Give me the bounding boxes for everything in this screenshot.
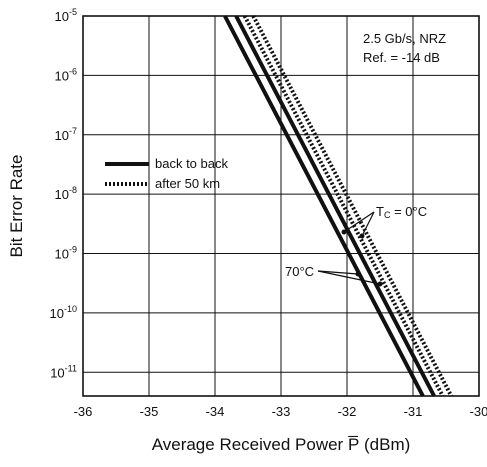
info-line-ref: Ref. = -14 dB: [363, 50, 440, 65]
legend: back to back after 50 km: [105, 156, 228, 191]
y-tick-label: 10-6: [55, 66, 77, 83]
series-line-solid: [223, 15, 425, 397]
info-line-rate: 2.5 Gb/s, NRZ: [363, 31, 446, 46]
grid-layer: [83, 16, 479, 396]
series-layer: [223, 15, 454, 397]
annotation-tc-0c: TC = 0°C: [341, 204, 427, 239]
plot-frame: [82, 15, 480, 397]
x-tick-label: -33: [272, 404, 291, 419]
legend-label-after-50km: after 50 km: [155, 176, 220, 191]
series-line-solid: [234, 15, 436, 397]
annotation-tc-point-1: [341, 229, 347, 235]
annotation-70c-text: 70°C: [285, 264, 314, 279]
x-tick-label: -32: [338, 404, 357, 419]
legend-label-back-to-back: back to back: [155, 156, 228, 171]
annotation-70c-leader-1: [317, 270, 359, 275]
x-tick-label: -35: [140, 404, 159, 419]
annotation-tc-leader-1: [343, 211, 375, 233]
annotation-70c-point-1: [355, 271, 361, 277]
annotation-70c: 70°C: [285, 264, 383, 287]
x-tick-label: -30: [470, 404, 487, 419]
y-tick-label: 10-5: [55, 7, 77, 24]
y-tick-label: 10-7: [55, 126, 77, 143]
series-line-dotted: [251, 15, 454, 397]
annotation-70c-leader-2: [317, 270, 381, 285]
x-tick-label: -31: [404, 404, 423, 419]
y-tick-label: 10-10: [50, 304, 77, 321]
annotation-70c-point-2: [377, 281, 383, 287]
y-tick-label: 10-8: [55, 185, 77, 202]
series-line-dotted: [242, 15, 445, 397]
y-axis-title: Bit Error Rate: [7, 155, 26, 258]
x-tick-label: -34: [206, 404, 225, 419]
y-tick-label: 10-11: [50, 363, 77, 380]
x-tick-label: -36: [74, 404, 93, 419]
annotation-tc-point-2: [359, 233, 365, 239]
tick-layer: -36 -35 -34 -33 -32 -31 -30 10-5 10-6 10-7 10-8 10-…: [50, 7, 487, 419]
y-tick-label: 10-9: [55, 245, 77, 262]
annotation-tc-leader-2: [361, 211, 375, 237]
x-axis-title: Average Received Power P̅ (dBm): [152, 435, 411, 454]
annotation-tc-text: TC = 0°C: [376, 204, 427, 220]
